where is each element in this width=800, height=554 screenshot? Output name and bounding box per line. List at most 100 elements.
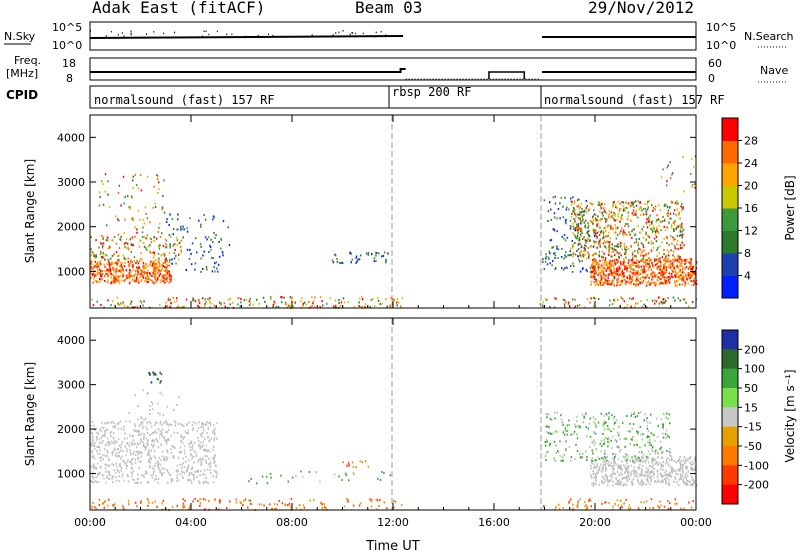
velocity-echo xyxy=(639,473,641,476)
power-echo xyxy=(665,271,667,274)
velocity-echo xyxy=(199,434,202,437)
velocity-echo xyxy=(129,420,131,423)
velocity-echo xyxy=(165,431,167,434)
velocity-echo xyxy=(132,453,134,456)
velocity-echo xyxy=(660,463,662,466)
velocity-echo xyxy=(612,473,615,476)
velocity-echo xyxy=(651,447,653,450)
power-echo xyxy=(138,245,141,248)
power-echo xyxy=(217,263,220,266)
power-echo xyxy=(616,281,619,284)
power-echo xyxy=(217,270,219,273)
velocity-echo xyxy=(607,441,610,444)
velocity-echo xyxy=(93,463,95,466)
power-echo xyxy=(646,218,648,220)
power-echo xyxy=(625,267,627,270)
velocity-echo xyxy=(626,475,628,478)
velocity-echo xyxy=(679,477,682,480)
power-echo xyxy=(123,258,126,261)
power-echo xyxy=(158,226,160,229)
power-echo xyxy=(675,214,678,217)
velocity-echo xyxy=(543,504,545,507)
power-echo xyxy=(660,282,663,285)
power-echo xyxy=(162,265,165,267)
velocity-echo xyxy=(216,471,218,474)
velocity-echo xyxy=(590,505,592,508)
power-echo xyxy=(619,220,621,223)
power-echo xyxy=(596,218,599,221)
power-echo xyxy=(621,214,623,217)
power-echo xyxy=(553,228,555,230)
velocity-echo xyxy=(202,423,205,425)
velocity-echo xyxy=(603,478,606,481)
power-echo xyxy=(359,305,362,308)
velocity-echo xyxy=(111,477,113,480)
velocity-echo xyxy=(646,500,648,503)
power-echo xyxy=(557,257,559,259)
power-echo xyxy=(218,301,221,304)
power-echo xyxy=(314,296,316,299)
power-echo xyxy=(113,266,115,269)
power-echo xyxy=(285,303,287,306)
power-echo xyxy=(118,219,120,222)
velocity-echo xyxy=(137,473,139,476)
velocity-echo xyxy=(214,454,216,457)
power-echo xyxy=(168,273,171,276)
velocity-echo xyxy=(561,421,564,424)
velocity-echo xyxy=(595,459,597,462)
velocity-echo xyxy=(112,441,115,444)
power-echo xyxy=(96,269,99,272)
power-echo xyxy=(616,279,618,281)
power-echo xyxy=(695,261,698,264)
colorbar-swatch xyxy=(722,465,738,486)
velocity-echo xyxy=(609,480,611,483)
power-echo xyxy=(632,209,635,212)
velocity-echo xyxy=(164,439,166,442)
power-echo xyxy=(549,306,551,308)
velocity-echo xyxy=(229,500,231,503)
power-echo xyxy=(641,306,644,308)
velocity-echo xyxy=(665,429,668,432)
velocity-echo xyxy=(182,425,185,428)
velocity-echo xyxy=(619,467,622,470)
power-echo xyxy=(272,303,275,306)
velocity-echo xyxy=(172,455,174,458)
power-echo xyxy=(154,202,156,205)
power-echo xyxy=(604,203,606,206)
velocity-echo xyxy=(189,442,191,445)
power-echo xyxy=(664,280,667,283)
power-echo xyxy=(652,246,655,249)
power-echo xyxy=(672,212,675,215)
nsky-tick-top-right: 10^5 xyxy=(706,21,736,34)
velocity-echo xyxy=(665,461,668,464)
velocity-echo xyxy=(295,507,298,510)
velocity-echo xyxy=(650,480,652,482)
power-echo xyxy=(311,296,313,299)
velocity-echo xyxy=(655,449,657,452)
power-echo xyxy=(615,273,617,276)
power-echo xyxy=(626,275,628,278)
velocity-echo xyxy=(603,441,606,444)
power-echo xyxy=(141,231,144,234)
power-echo xyxy=(586,240,588,242)
velocity-echo xyxy=(605,501,607,504)
power-echo xyxy=(169,258,171,261)
power-echo xyxy=(144,272,146,275)
power-echo xyxy=(122,272,124,275)
velocity-echo xyxy=(158,467,160,470)
power-echo xyxy=(691,184,694,187)
velocity-echo xyxy=(602,466,605,469)
velocity-echo xyxy=(622,455,625,458)
colorbar-swatch xyxy=(722,426,738,447)
velocity-echo xyxy=(153,443,155,446)
power-echo xyxy=(215,261,218,264)
velocity-echo xyxy=(652,474,654,477)
power-echo xyxy=(660,278,662,281)
power-echo xyxy=(140,252,142,255)
power-echo xyxy=(645,238,648,241)
power-echo xyxy=(575,215,577,218)
velocity-echo xyxy=(666,477,668,480)
nsky-tick-top: 10^5 xyxy=(52,21,82,34)
velocity-echo xyxy=(590,499,592,502)
power-echo xyxy=(221,251,224,254)
